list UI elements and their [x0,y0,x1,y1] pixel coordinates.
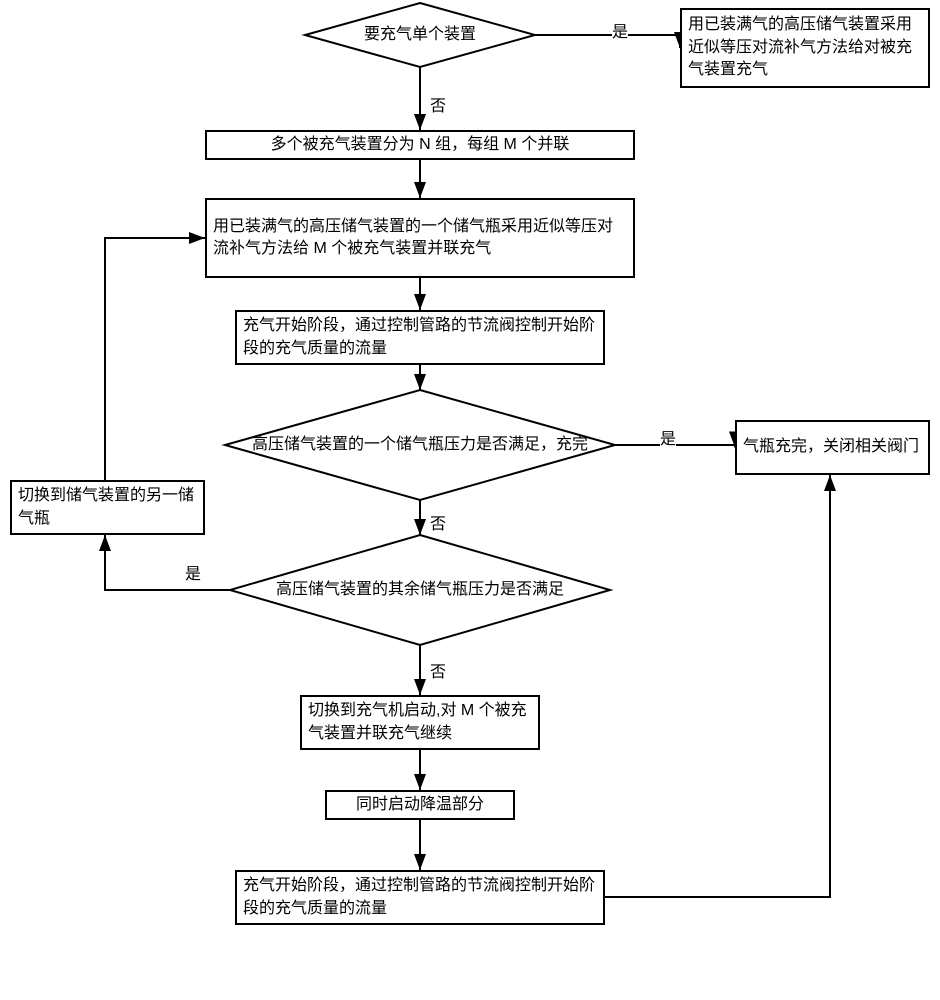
edge-d3-b6 [105,535,230,590]
process-box-b8: 同时启动降温部分 [325,790,515,820]
edge-b9-b5 [605,475,830,897]
edge-label-yes: 是 [660,425,676,449]
edge-label-no: 否 [430,92,446,116]
edge-label-yes: 是 [612,18,628,42]
flowchart-container: 要充气单个装置 用已装满气的高压储气装置采用近似等压对流补气方法给对被充气装置充气… [0,0,940,1000]
decision-text-d2: 高压储气装置的一个储气瓶压力是否满足，充完 [225,390,615,500]
edge-label-no: 否 [430,510,446,534]
process-box-b4: 充气开始阶段，通过控制管路的节流阀控制开始阶段的充气质量的流量 [235,310,605,365]
decision-text-d1: 要充气单个装置 [305,3,535,67]
process-box-b5: 气瓶充完，关闭相关阀门 [735,420,930,475]
edge-d1-b1 [535,35,680,48]
edge-label-no: 否 [430,658,446,682]
process-box-b3: 用已装满气的高压储气装置的一个储气瓶采用近似等压对流补气方法给 M 个被充气装置… [205,198,635,278]
process-box-b7: 切换到充气机启动,对 M 个被充气装置并联充气继续 [300,695,540,750]
process-box-b6: 切换到储气装置的另一储气瓶 [10,480,205,535]
edge-label-yes: 是 [185,560,201,584]
process-box-b9: 充气开始阶段，通过控制管路的节流阀控制开始阶段的充气质量的流量 [235,870,605,925]
process-box-b1: 用已装满气的高压储气装置采用近似等压对流补气方法给对被充气装置充气 [680,8,930,88]
decision-text-d3: 高压储气装置的其余储气瓶压力是否满足 [230,535,610,645]
process-box-b2: 多个被充气装置分为 N 组，每组 M 个并联 [205,130,635,160]
edge-b6-b3 [105,238,205,480]
